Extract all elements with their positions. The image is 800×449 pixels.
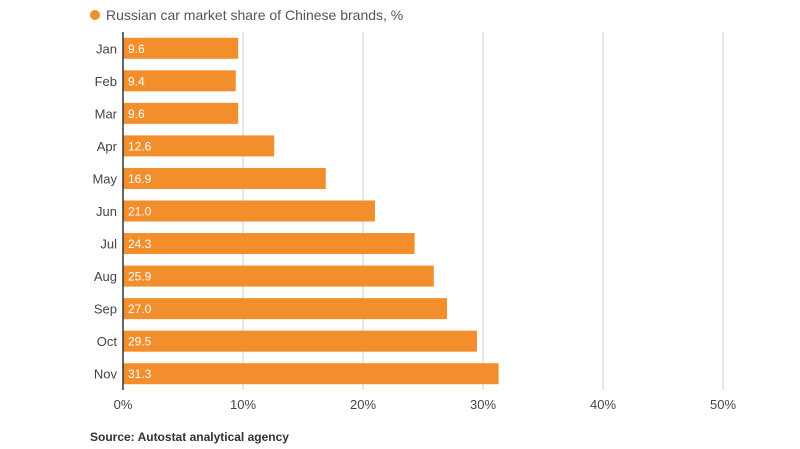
bar-mar bbox=[123, 102, 239, 124]
bar-jun bbox=[123, 200, 375, 222]
bar-feb bbox=[123, 70, 236, 92]
category-label-nov: Nov bbox=[94, 367, 118, 382]
bar-jul bbox=[123, 233, 415, 255]
category-label-jun: Jun bbox=[96, 204, 117, 219]
category-label-jan: Jan bbox=[96, 41, 117, 56]
bar-nov bbox=[123, 363, 499, 385]
x-tick-label-50: 50% bbox=[710, 397, 736, 412]
data-label-mar: 9.6 bbox=[128, 107, 145, 121]
data-label-nov: 31.3 bbox=[128, 367, 152, 381]
data-label-oct: 29.5 bbox=[128, 335, 152, 349]
data-label-may: 16.9 bbox=[128, 172, 152, 186]
data-label-jan: 9.6 bbox=[128, 42, 145, 56]
legend-swatch bbox=[90, 10, 100, 20]
category-label-mar: Mar bbox=[95, 106, 118, 121]
source-note: Source: Autostat analytical agency bbox=[90, 430, 289, 444]
category-label-oct: Oct bbox=[97, 334, 118, 349]
bar-aug bbox=[123, 265, 434, 287]
data-label-aug: 25.9 bbox=[128, 270, 152, 284]
bar-apr bbox=[123, 135, 275, 157]
data-label-apr: 12.6 bbox=[128, 139, 152, 153]
bar-jan bbox=[123, 37, 239, 59]
data-label-jun: 21.0 bbox=[128, 205, 152, 219]
legend: Russian car market share of Chinese bran… bbox=[90, 7, 403, 23]
category-label-sep: Sep bbox=[94, 302, 117, 317]
bar-oct bbox=[123, 330, 477, 352]
x-tick-label-30: 30% bbox=[470, 397, 496, 412]
x-tick-label-0: 0% bbox=[114, 397, 133, 412]
x-tick-label-10: 10% bbox=[230, 397, 256, 412]
category-label-may: May bbox=[92, 171, 117, 186]
data-label-sep: 27.0 bbox=[128, 302, 152, 316]
category-label-apr: Apr bbox=[97, 139, 118, 154]
category-label-jul: Jul bbox=[100, 237, 117, 252]
bar-may bbox=[123, 167, 326, 189]
category-label-feb: Feb bbox=[95, 74, 117, 89]
legend-label: Russian car market share of Chinese bran… bbox=[106, 7, 404, 23]
x-tick-label-40: 40% bbox=[590, 397, 616, 412]
data-label-feb: 9.4 bbox=[128, 74, 145, 88]
x-tick-label-20: 20% bbox=[350, 397, 376, 412]
bar-sep bbox=[123, 298, 447, 320]
category-label-aug: Aug bbox=[94, 269, 117, 284]
data-label-jul: 24.3 bbox=[128, 237, 152, 251]
